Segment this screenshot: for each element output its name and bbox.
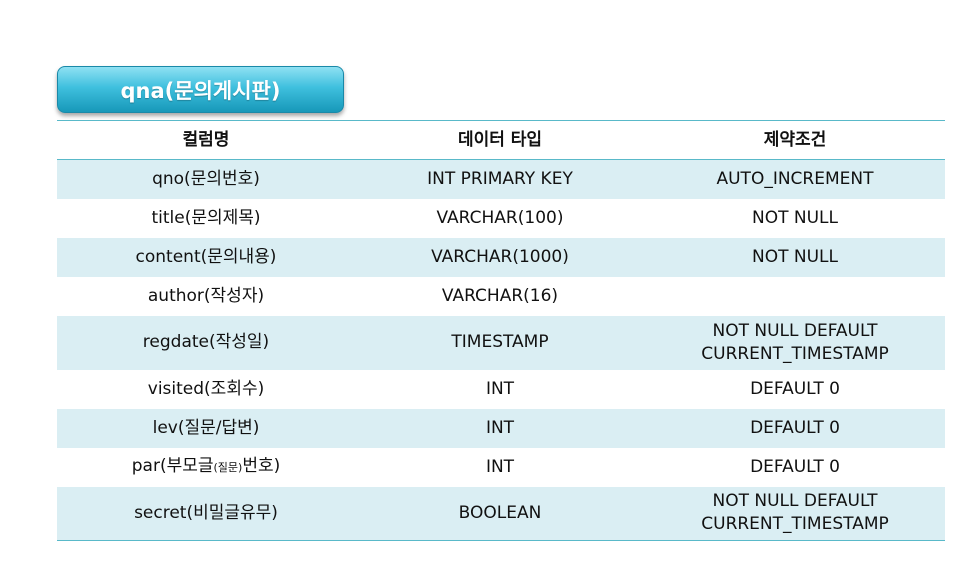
cell-column-name: regdate(작성일) [142, 332, 270, 352]
cell-data-type: BOOLEAN [458, 502, 542, 523]
cell-data-type: TIMESTAMP [451, 332, 549, 352]
cell-constraint: NOT NULL DEFAULT CURRENT_TIMESTAMP [645, 316, 945, 370]
table-row: visited(조회수) INT DEFAULT 0 [57, 369, 945, 409]
cell-constraint [645, 277, 945, 316]
cell-column-name: title(문의제목) [151, 207, 261, 228]
header-column-name: 컬럼명 [182, 129, 230, 150]
constraint-line: AUTO_INCREMENT [716, 168, 874, 189]
name-part: par(부모글 [131, 456, 214, 476]
cell-constraint: NOT NULL [645, 238, 945, 277]
cell-data-type: VARCHAR(1000) [431, 246, 569, 267]
cell-data-type: INT PRIMARY KEY [427, 168, 573, 189]
table-title-banner: qna(문의게시판) [57, 66, 344, 113]
cell-constraint: AUTO_INCREMENT [645, 160, 945, 199]
table-row: content(문의내용) VARCHAR(1000) NOT NULL [57, 237, 945, 277]
header-data-type: 데이터 타입 [457, 129, 543, 150]
cell-column-name: qno(문의번호) [152, 168, 260, 189]
table-row: title(문의제목) VARCHAR(100) NOT NULL [57, 198, 945, 238]
constraint-line: NOT NULL DEFAULT [712, 491, 878, 512]
cell-column-name: content(문의내용) [135, 246, 277, 267]
constraint-line: CURRENT_TIMESTAMP [701, 343, 889, 364]
table-row: author(작성자) VARCHAR(16) [57, 276, 945, 316]
cell-data-type: VARCHAR(100) [436, 207, 564, 228]
cell-data-type: INT [485, 417, 515, 438]
cell-data-type: INT [485, 456, 515, 477]
table-row: par(부모글(질문)번호) INT DEFAULT 0 [57, 447, 945, 487]
constraint-line: NOT NULL [752, 207, 838, 228]
cell-constraint: NOT NULL [645, 199, 945, 238]
table-row: qno(문의번호) INT PRIMARY KEY AUTO_INCREMENT [57, 159, 945, 199]
table-row: regdate(작성일) TIMESTAMP NOT NULL DEFAULT … [57, 315, 945, 370]
constraint-line: DEFAULT 0 [750, 417, 840, 438]
cell-column-name: secret(비밀글유무) [134, 502, 278, 523]
cell-column-name: par(부모글(질문)번호) [57, 448, 355, 487]
table-row: secret(비밀글유무) BOOLEAN NOT NULL DEFAULT C… [57, 486, 945, 541]
table-header-row: 컬럼명 데이터 타입 제약조건 [57, 120, 945, 160]
constraint-line: NOT NULL [752, 246, 838, 267]
table-row: lev(질문/답변) INT DEFAULT 0 [57, 408, 945, 448]
cell-data-type: INT [485, 378, 515, 399]
cell-constraint: DEFAULT 0 [645, 448, 945, 487]
name-part: 번호) [242, 456, 281, 476]
cell-data-type: VARCHAR(16) [441, 285, 559, 306]
cell-constraint: DEFAULT 0 [645, 409, 945, 448]
constraint-line: CURRENT_TIMESTAMP [701, 514, 889, 535]
cell-constraint: NOT NULL DEFAULT CURRENT_TIMESTAMP [645, 487, 945, 541]
header-constraint: 제약조건 [763, 129, 827, 150]
cell-column-name: author(작성자) [147, 285, 265, 306]
constraint-line: DEFAULT 0 [750, 378, 840, 399]
cell-column-name: visited(조회수) [147, 378, 265, 399]
cell-constraint: DEFAULT 0 [645, 370, 945, 409]
constraint-line: NOT NULL DEFAULT [712, 320, 878, 341]
name-part-small: (질문) [213, 461, 243, 474]
constraint-line: DEFAULT 0 [750, 456, 840, 477]
schema-table: 컬럼명 데이터 타입 제약조건 qno(문의번호) INT PRIMARY KE… [57, 120, 945, 541]
table-title: qna(문의게시판) [120, 78, 281, 103]
cell-column-name: lev(질문/답변) [152, 417, 260, 438]
